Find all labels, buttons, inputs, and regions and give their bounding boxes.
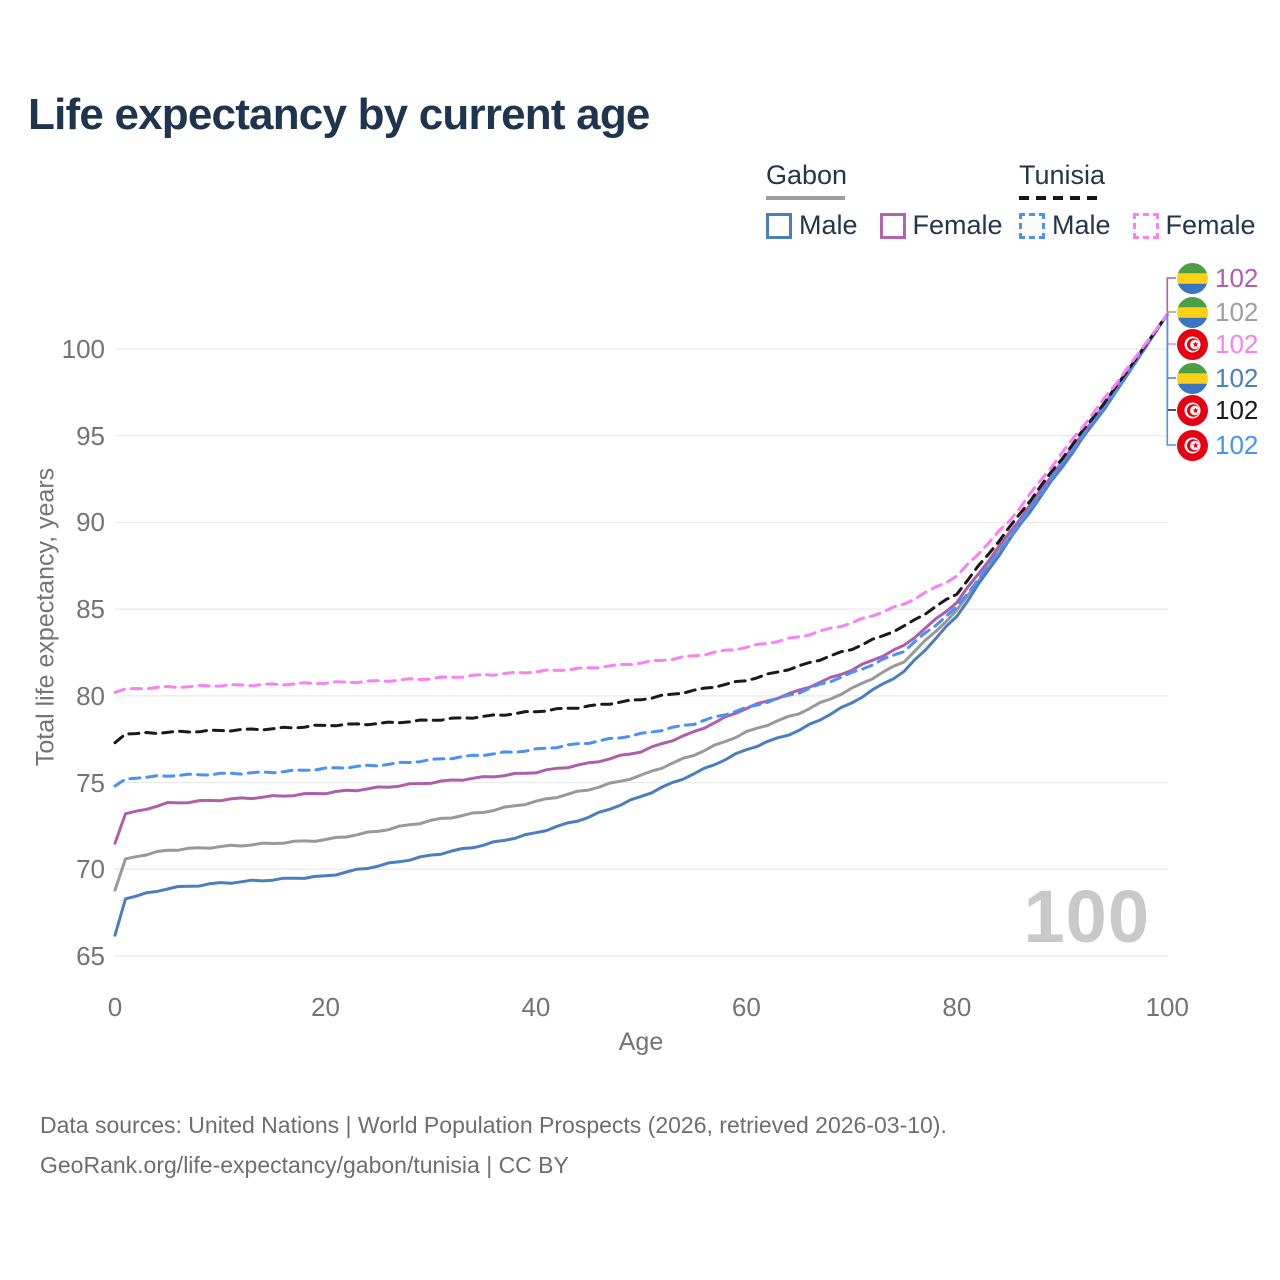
series-line-gabon-female [113,312,1169,845]
x-tick-label: 40 [521,992,551,1022]
end-label-gabon-male: 102 [1177,362,1258,394]
legend-item-gabon-male[interactable]: Male [766,210,858,241]
gabon-flag-icon [1177,296,1208,328]
legend-item-tunisia-female[interactable]: Female [1132,210,1256,241]
leader-line-tunisia-both [1166,314,1176,411]
tunisia-male-swatch-icon [1019,212,1045,239]
legend-line-style-gabon [766,196,845,200]
y-axis-title: Total life expectancy, years [31,467,60,767]
tunisia-flag-icon [1177,328,1208,360]
y-tick-label: 75 [76,767,105,798]
legend-label-gabon-female: Female [912,210,1003,240]
end-value-tunisia-female: 102 [1215,328,1259,359]
series-line-tunisia-female [113,312,1169,694]
y-tick-label: 80 [76,680,105,711]
age-counter-watermark: 100 [1023,875,1150,958]
end-value-gabon-female: 102 [1215,262,1259,293]
end-label-tunisia-female: 102 [1177,328,1258,360]
legend-group-gabon: Gabon Male Female [766,160,1025,241]
legend-country-tunisia: Tunisia [1019,160,1106,190]
x-tick-label: 20 [310,992,340,1022]
legend-country-gabon: Gabon [766,160,848,190]
series-line-gabon-male [113,312,1169,937]
leader-line-tunisia-female [1166,314,1176,345]
leader-line-tunisia-male [1166,314,1176,446]
gabon-male-swatch-icon [766,212,792,239]
x-tick-label: 60 [731,992,761,1022]
legend-item-tunisia-male[interactable]: Male [1019,210,1111,241]
series-line-tunisia-both [113,312,1169,745]
end-value-tunisia-male: 102 [1215,429,1259,460]
gabon-female-swatch-icon [879,212,906,239]
leader-line-gabon-both [1166,311,1176,315]
legend-label-gabon-male: Male [799,210,858,240]
y-tick-label: 90 [76,507,105,538]
series-line-tunisia-male [113,312,1169,788]
legend-item-gabon-female[interactable]: Female [879,210,1003,241]
y-tick-label: 85 [76,594,105,625]
end-label-gabon-both: 102 [1177,296,1258,328]
series-line-gabon-both [113,312,1169,892]
end-value-gabon-male: 102 [1215,362,1259,393]
end-value-tunisia-both: 102 [1215,394,1259,425]
y-tick-label: 95 [76,420,105,451]
y-tick-label: 70 [76,854,105,885]
y-tick-label: 100 [61,333,105,364]
x-tick-label: 80 [942,992,972,1022]
footer: Data sources: United Nations | World Pop… [40,1105,947,1185]
legend-label-tunisia-female: Female [1165,210,1256,240]
gabon-flag-icon [1177,262,1208,294]
leader-line-gabon-male [1166,314,1176,379]
x-tick-label: 100 [1145,992,1189,1022]
gabon-flag-icon [1177,362,1208,394]
y-tick-label: 65 [76,941,105,971]
x-axis-title: Age [618,1028,664,1056]
legend-line-style-tunisia [1019,196,1098,200]
tunisia-female-swatch-icon [1132,212,1159,239]
end-label-tunisia-male: 102 [1177,429,1258,461]
page-title: Life expectancy by current age [28,90,650,139]
tunisia-flag-icon [1177,429,1208,461]
end-value-gabon-both: 102 [1215,296,1259,327]
legend-label-tunisia-male: Male [1052,210,1111,240]
x-tick-label: 0 [107,992,123,1022]
tunisia-flag-icon [1177,394,1208,426]
end-label-tunisia-both: 102 [1177,394,1258,426]
leader-line-gabon-female [1166,277,1176,315]
end-label-gabon-female: 102 [1177,262,1258,294]
footer-attribution-link: GeoRank.org/life-expectancy/gabon/tunisi… [40,1152,569,1178]
footer-data-sources: Data sources: United Nations | World Pop… [40,1112,947,1138]
legend-group-tunisia: Tunisia Male Female [1019,160,1278,241]
